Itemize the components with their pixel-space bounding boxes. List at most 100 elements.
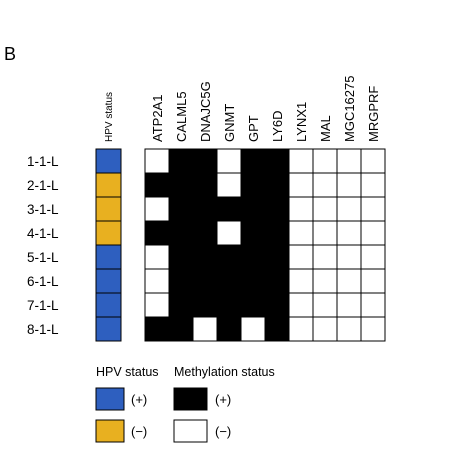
column-label-lynx1: LYNX1 [294, 102, 309, 142]
methylation-cell-8-1-l-mgc16275 [336, 316, 362, 342]
methylation-cell-6-1-l-atp2a1 [144, 268, 170, 294]
legend-unmethylated-label: (−) [215, 424, 231, 439]
methylation-cell-6-1-l-ly6d [264, 268, 290, 294]
column-label-dnajc5g: DNAJC5G [198, 81, 213, 142]
row-label-3-1-l: 3-1-L [27, 202, 59, 217]
methylation-cell-2-1-l-ly6d [264, 172, 290, 198]
methylation-cell-1-1-l-mgc16275 [336, 148, 362, 174]
column-label-gpt: GPT [246, 115, 261, 142]
hpv-cell-1-1-l [95, 148, 122, 174]
methylation-cell-6-1-l-mgc16275 [336, 268, 362, 294]
methylation-cell-3-1-l-ly6d [264, 196, 290, 222]
methylation-cell-6-1-l-dnajc5g [192, 268, 218, 294]
methylation-cell-5-1-l-mrgprf [360, 244, 386, 270]
methylation-cell-3-1-l-atp2a1 [144, 196, 170, 222]
legend-hpv-positive-label: (+) [131, 392, 147, 407]
column-label-mrgprf: MRGPRF [366, 86, 381, 142]
legend-hpv-negative-swatch [95, 419, 125, 443]
methylation-cell-8-1-l-gpt [240, 316, 266, 342]
methylation-cell-7-1-l-mrgprf [360, 292, 386, 318]
methylation-cell-8-1-l-atp2a1 [144, 316, 170, 342]
methylation-cell-7-1-l-gnmt [216, 292, 242, 318]
column-label-atp2a1: ATP2A1 [150, 95, 165, 142]
methylation-cell-5-1-l-mal [312, 244, 338, 270]
methylation-cell-7-1-l-gpt [240, 292, 266, 318]
legend-hpv-title: HPV status [96, 365, 159, 379]
hpv-cell-6-1-l [95, 268, 122, 294]
methylation-cell-1-1-l-atp2a1 [144, 148, 170, 174]
methylation-cell-4-1-l-mrgprf [360, 220, 386, 246]
methylation-cell-8-1-l-calml5 [168, 316, 194, 342]
row-label-8-1-l: 8-1-L [27, 322, 59, 337]
row-label-5-1-l: 5-1-L [27, 250, 59, 265]
methylation-cell-4-1-l-atp2a1 [144, 220, 170, 246]
methylation-cell-1-1-l-mrgprf [360, 148, 386, 174]
methylation-cell-3-1-l-dnajc5g [192, 196, 218, 222]
column-label-ly6d: LY6D [270, 110, 285, 142]
hpv-cell-4-1-l [95, 220, 122, 246]
row-label-4-1-l: 4-1-L [27, 226, 59, 241]
methylation-cell-2-1-l-gnmt [216, 172, 242, 198]
column-label-calml5: CALML5 [174, 91, 189, 142]
methylation-cell-2-1-l-gpt [240, 172, 266, 198]
methylation-cell-8-1-l-mal [312, 316, 338, 342]
methylation-cell-5-1-l-atp2a1 [144, 244, 170, 270]
hpv-cell-3-1-l [95, 196, 122, 222]
methylation-cell-7-1-l-dnajc5g [192, 292, 218, 318]
methylation-cell-6-1-l-calml5 [168, 268, 194, 294]
methylation-cell-3-1-l-calml5 [168, 196, 194, 222]
methylation-cell-6-1-l-gpt [240, 268, 266, 294]
methylation-cell-7-1-l-mal [312, 292, 338, 318]
hpv-cell-2-1-l [95, 172, 122, 198]
methylation-cell-3-1-l-mgc16275 [336, 196, 362, 222]
column-label-mal: MAL [318, 115, 333, 142]
methylation-cell-2-1-l-mrgprf [360, 172, 386, 198]
methylation-cell-4-1-l-mal [312, 220, 338, 246]
row-label-1-1-l: 1-1-L [27, 154, 59, 169]
methylation-cell-1-1-l-mal [312, 148, 338, 174]
methylation-cell-6-1-l-mal [312, 268, 338, 294]
legend-unmethylated-swatch [173, 419, 208, 443]
methylation-cell-1-1-l-gnmt [216, 148, 242, 174]
methylation-cell-4-1-l-calml5 [168, 220, 194, 246]
methylation-cell-8-1-l-gnmt [216, 316, 242, 342]
methylation-cell-2-1-l-atp2a1 [144, 172, 170, 198]
methylation-grid [144, 148, 386, 342]
methylation-cell-3-1-l-mrgprf [360, 196, 386, 222]
hpv-cell-8-1-l [95, 316, 122, 342]
methylation-cell-2-1-l-calml5 [168, 172, 194, 198]
methylation-cell-7-1-l-mgc16275 [336, 292, 362, 318]
methylation-cell-3-1-l-gnmt [216, 196, 242, 222]
legend-hpv-positive-swatch [95, 387, 125, 411]
methylation-cell-2-1-l-dnajc5g [192, 172, 218, 198]
methylation-cell-8-1-l-ly6d [264, 316, 290, 342]
methylation-cell-3-1-l-gpt [240, 196, 266, 222]
methylation-cell-5-1-l-mgc16275 [336, 244, 362, 270]
methylation-cell-1-1-l-lynx1 [288, 148, 314, 174]
methylation-cell-7-1-l-ly6d [264, 292, 290, 318]
hpv-status-column-label: HPV status [104, 92, 115, 142]
legend-methylated-label: (+) [215, 392, 231, 407]
methylation-cell-5-1-l-dnajc5g [192, 244, 218, 270]
methylation-cell-5-1-l-ly6d [264, 244, 290, 270]
legend: HPV status Methylation status (+) (−) (+… [95, 365, 275, 443]
methylation-cell-2-1-l-mal [312, 172, 338, 198]
legend-hpv-negative-label: (−) [131, 424, 147, 439]
row-label-6-1-l: 6-1-L [27, 274, 59, 289]
methylation-cell-3-1-l-lynx1 [288, 196, 314, 222]
methylation-cell-4-1-l-dnajc5g [192, 220, 218, 246]
column-label-gnmt: GNMT [222, 104, 237, 142]
methylation-cell-1-1-l-ly6d [264, 148, 290, 174]
hpv-status-column [95, 148, 122, 342]
row-label-7-1-l: 7-1-L [27, 298, 59, 313]
legend-methylation-title: Methylation status [174, 365, 275, 379]
methylation-cell-7-1-l-calml5 [168, 292, 194, 318]
methylation-cell-8-1-l-dnajc5g [192, 316, 218, 342]
panel-label: B [4, 44, 16, 64]
legend-methylated-swatch [173, 387, 208, 411]
methylation-cell-1-1-l-dnajc5g [192, 148, 218, 174]
methylation-cell-6-1-l-gnmt [216, 268, 242, 294]
column-label-mgc16275: MGC16275 [342, 76, 357, 142]
methylation-cell-5-1-l-gpt [240, 244, 266, 270]
methylation-cell-8-1-l-mrgprf [360, 316, 386, 342]
